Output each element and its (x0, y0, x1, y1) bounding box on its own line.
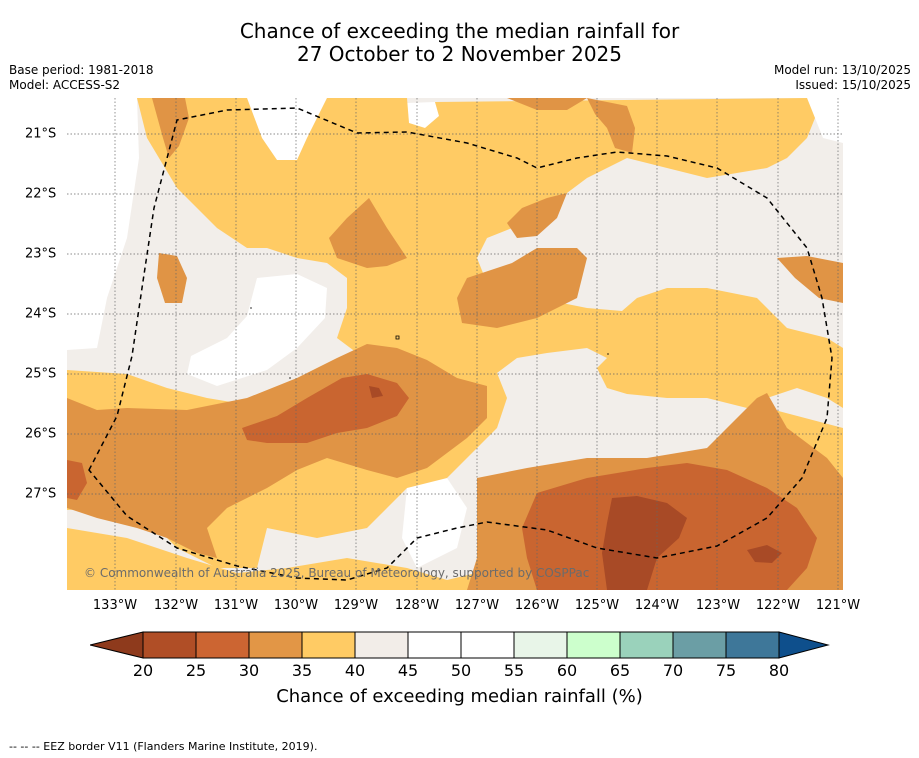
colorbar-tick-70: 70 (662, 661, 684, 680)
colorbar-segment-below20 (90, 631, 144, 659)
area-45-55-northwest (67, 98, 139, 350)
area-30-35-east (777, 256, 843, 303)
lat-label-24s: 24°S (25, 306, 57, 322)
colorbar-tick-50: 50 (450, 661, 472, 680)
eez-footnote: -- -- -- EEZ border V11 (Flanders Marine… (9, 740, 318, 753)
map-title-line2: 27 October to 2 November 2025 (296, 42, 623, 66)
copyright-notice: © Commonwealth of Australia 2025, Bureau… (84, 566, 590, 580)
area-45-55-top (407, 102, 439, 128)
colorbar-segment-75-80 (725, 631, 780, 659)
colorbar-segment-55-60 (513, 631, 568, 659)
small-markers (250, 307, 609, 379)
area-30-35-west-small (157, 253, 187, 303)
issued-label: Issued: 15/10/2025 (795, 78, 911, 92)
area-30-35-northcenter (507, 193, 567, 238)
colorbar-tick-80: 80 (768, 661, 790, 680)
rainfall-map (67, 98, 843, 590)
colorbar-tick-45: 45 (397, 661, 419, 680)
lon-label-133w: 133°W (92, 598, 138, 613)
model-run-label: Model run: 13/10/2025 (773, 63, 911, 77)
colorbar-tick-30: 30 (238, 661, 260, 680)
area-30-35-mid (329, 198, 407, 268)
colorbar-title: Chance of exceeding median rainfall (%) (276, 686, 643, 707)
lon-label-123w: 123°W (695, 598, 741, 613)
model-label: Model: ACCESS-S2 (9, 78, 121, 92)
colorbar-tick-65: 65 (609, 661, 631, 680)
base-period-label: Base period: 1981-2018 (9, 63, 154, 77)
colorbar-segment-40-45 (354, 631, 409, 659)
area-45-55-north (247, 98, 327, 160)
colorbar (90, 631, 830, 659)
colorbar-tick-25: 25 (185, 661, 207, 680)
lon-label-129w: 129°W (333, 598, 379, 613)
colorbar-tick-60: 60 (556, 661, 578, 680)
lon-label-132w: 132°W (153, 598, 199, 613)
lon-label-131w: 131°W (213, 598, 259, 613)
colorbar-tick-40: 40 (344, 661, 366, 680)
lon-label-125w: 125°W (574, 598, 620, 613)
area-30-35-top (507, 98, 587, 110)
colorbar-segment-65-70 (619, 631, 674, 659)
eez-border (88, 107, 833, 581)
colorbar-segment-60-65 (566, 631, 621, 659)
colorbar-tick-75: 75 (715, 661, 737, 680)
lon-label-130w: 130°W (273, 598, 319, 613)
lon-label-121w: 121°W (815, 598, 861, 613)
lon-label-122w: 122°W (755, 598, 801, 613)
colorbar-segment-35-40 (301, 631, 356, 659)
lat-label-22s: 22°S (25, 186, 57, 202)
lon-label-128w: 128°W (394, 598, 440, 613)
island-marker-1 (395, 335, 400, 340)
lat-label-26s: 26°S (25, 426, 57, 442)
graticule (67, 98, 843, 590)
colorbar-segment-45-50 (407, 631, 462, 659)
colorbar-segment-above80 (778, 631, 830, 659)
colorbar-tick-55: 55 (503, 661, 525, 680)
area-20-25-east-small (747, 545, 782, 563)
lon-label-124w: 124°W (634, 598, 680, 613)
lat-label-23s: 23°S (25, 246, 57, 262)
meta-right: Model run: 13/10/2025 Issued: 15/10/2025 (774, 63, 911, 93)
colorbar-segment-50-55 (460, 631, 515, 659)
area-45-55-northeast (807, 98, 843, 143)
lon-label-126w: 126°W (514, 598, 560, 613)
area-30-35-center (457, 248, 587, 328)
area-20-25-center-small (369, 386, 383, 398)
area-20-25-southeast (602, 496, 687, 590)
colorbar-tick-35: 35 (291, 661, 313, 680)
area-45-55-south (402, 478, 467, 568)
area-25-30-center (242, 374, 409, 443)
colorbar-segment-25-30 (195, 631, 250, 659)
area-30-35-nw (152, 98, 189, 158)
lon-label-127w: 127°W (454, 598, 500, 613)
meta-left: Base period: 1981-2018 Model: ACCESS-S2 (9, 63, 154, 93)
colorbar-segment-20-25 (142, 631, 197, 659)
area-25-30-west (67, 460, 87, 500)
area-30-35-north (587, 98, 635, 153)
rainfall-map-svg (67, 98, 843, 590)
lat-label-21s: 21°S (25, 126, 57, 142)
lat-label-27s: 27°S (25, 486, 57, 502)
colorbar-segment-70-75 (672, 631, 727, 659)
area-45-55-center-west (187, 274, 327, 386)
colorbar-segment-30-35 (248, 631, 303, 659)
colorbar-tick-20: 20 (132, 661, 154, 680)
lat-label-25s: 25°S (25, 366, 57, 382)
map-title-line1: Chance of exceeding the median rainfall … (239, 19, 680, 43)
